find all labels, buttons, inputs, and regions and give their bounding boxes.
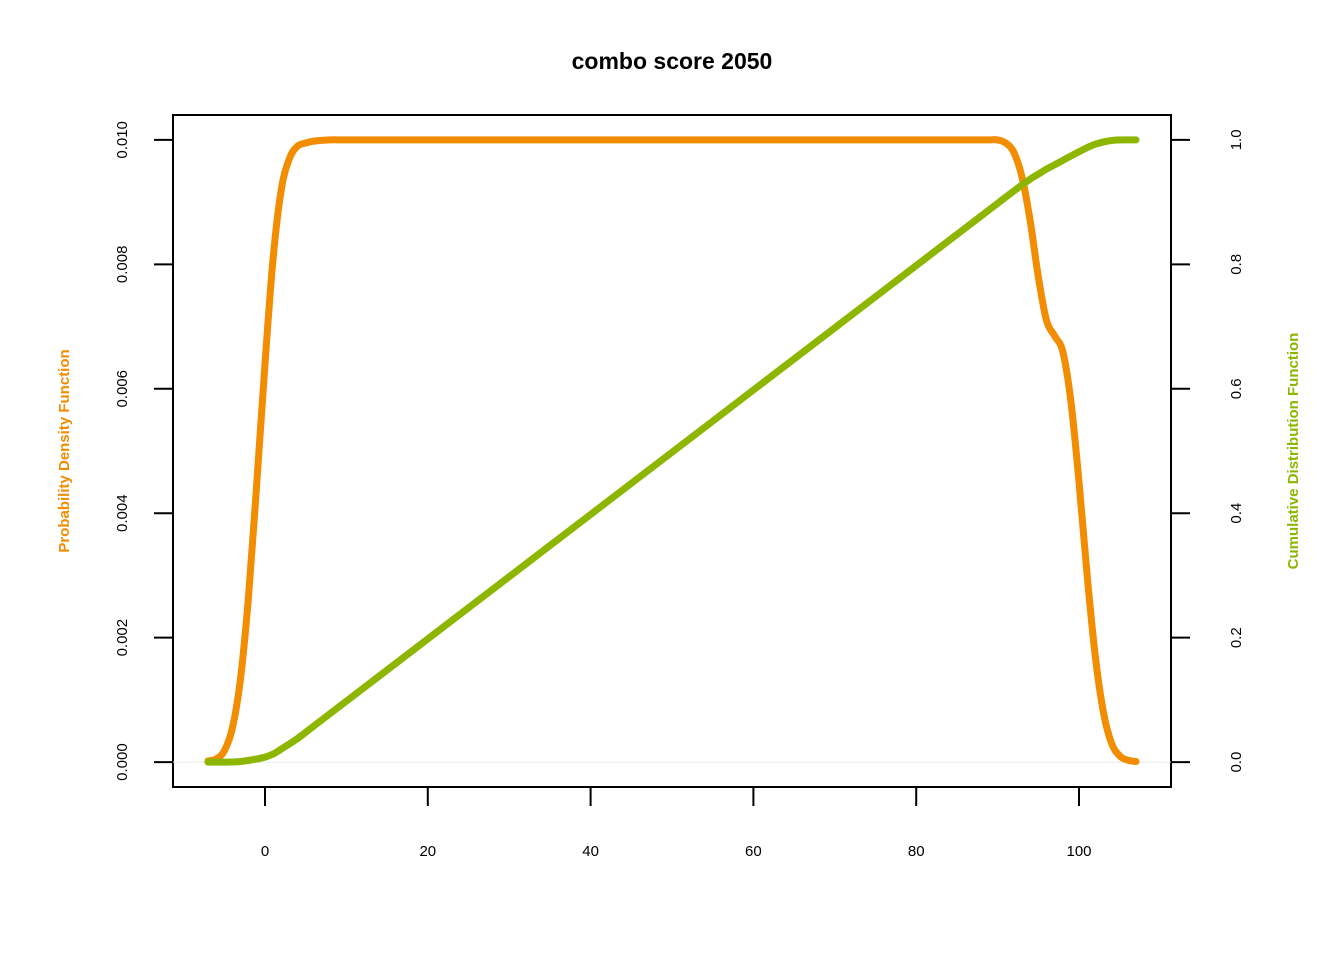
pdf-series-line [204, 136, 1140, 765]
y-axis-right-label: Cumulative Distribution Function [1285, 333, 1302, 570]
y-right-tick-label: 0.4 [1228, 503, 1245, 524]
series-layer [173, 136, 1171, 766]
y-left-tick-label: 0.006 [114, 370, 131, 408]
plot-frame [172, 114, 1172, 788]
cdf-series-line [204, 136, 1140, 766]
y-left-tick-label: 0.002 [114, 619, 131, 657]
y-right-tick-label: 0.6 [1228, 378, 1245, 399]
x-tick-label: 60 [745, 843, 762, 860]
chart-title: combo score 2050 [572, 48, 773, 74]
x-tick-label: 40 [582, 843, 599, 860]
y-axis-left-label: Probability Density Function [56, 349, 73, 552]
y-right-tick-label: 1.0 [1228, 129, 1245, 150]
y-left-tick-label: 0.004 [114, 494, 131, 532]
x-tick-label: 100 [1066, 843, 1091, 860]
y-axis-right: 0.0 0.2 0.4 0.6 0.8 1.0 [1171, 129, 1245, 773]
y-left-tick-label: 0.008 [114, 246, 131, 284]
x-tick-label: 20 [419, 843, 436, 860]
y-axis-left: 0.000 0.002 0.004 0.006 0.008 0.010 [114, 121, 173, 781]
y-right-tick-label: 0.2 [1228, 627, 1245, 648]
x-axis: 0 20 40 60 80 100 [261, 787, 1092, 860]
x-tick-label: 80 [908, 843, 925, 860]
x-tick-label: 0 [261, 843, 269, 860]
y-left-tick-label: 0.000 [114, 743, 131, 781]
y-left-tick-label: 0.010 [114, 121, 131, 159]
y-right-tick-label: 0.8 [1228, 254, 1245, 275]
y-right-tick-label: 0.0 [1228, 752, 1245, 773]
